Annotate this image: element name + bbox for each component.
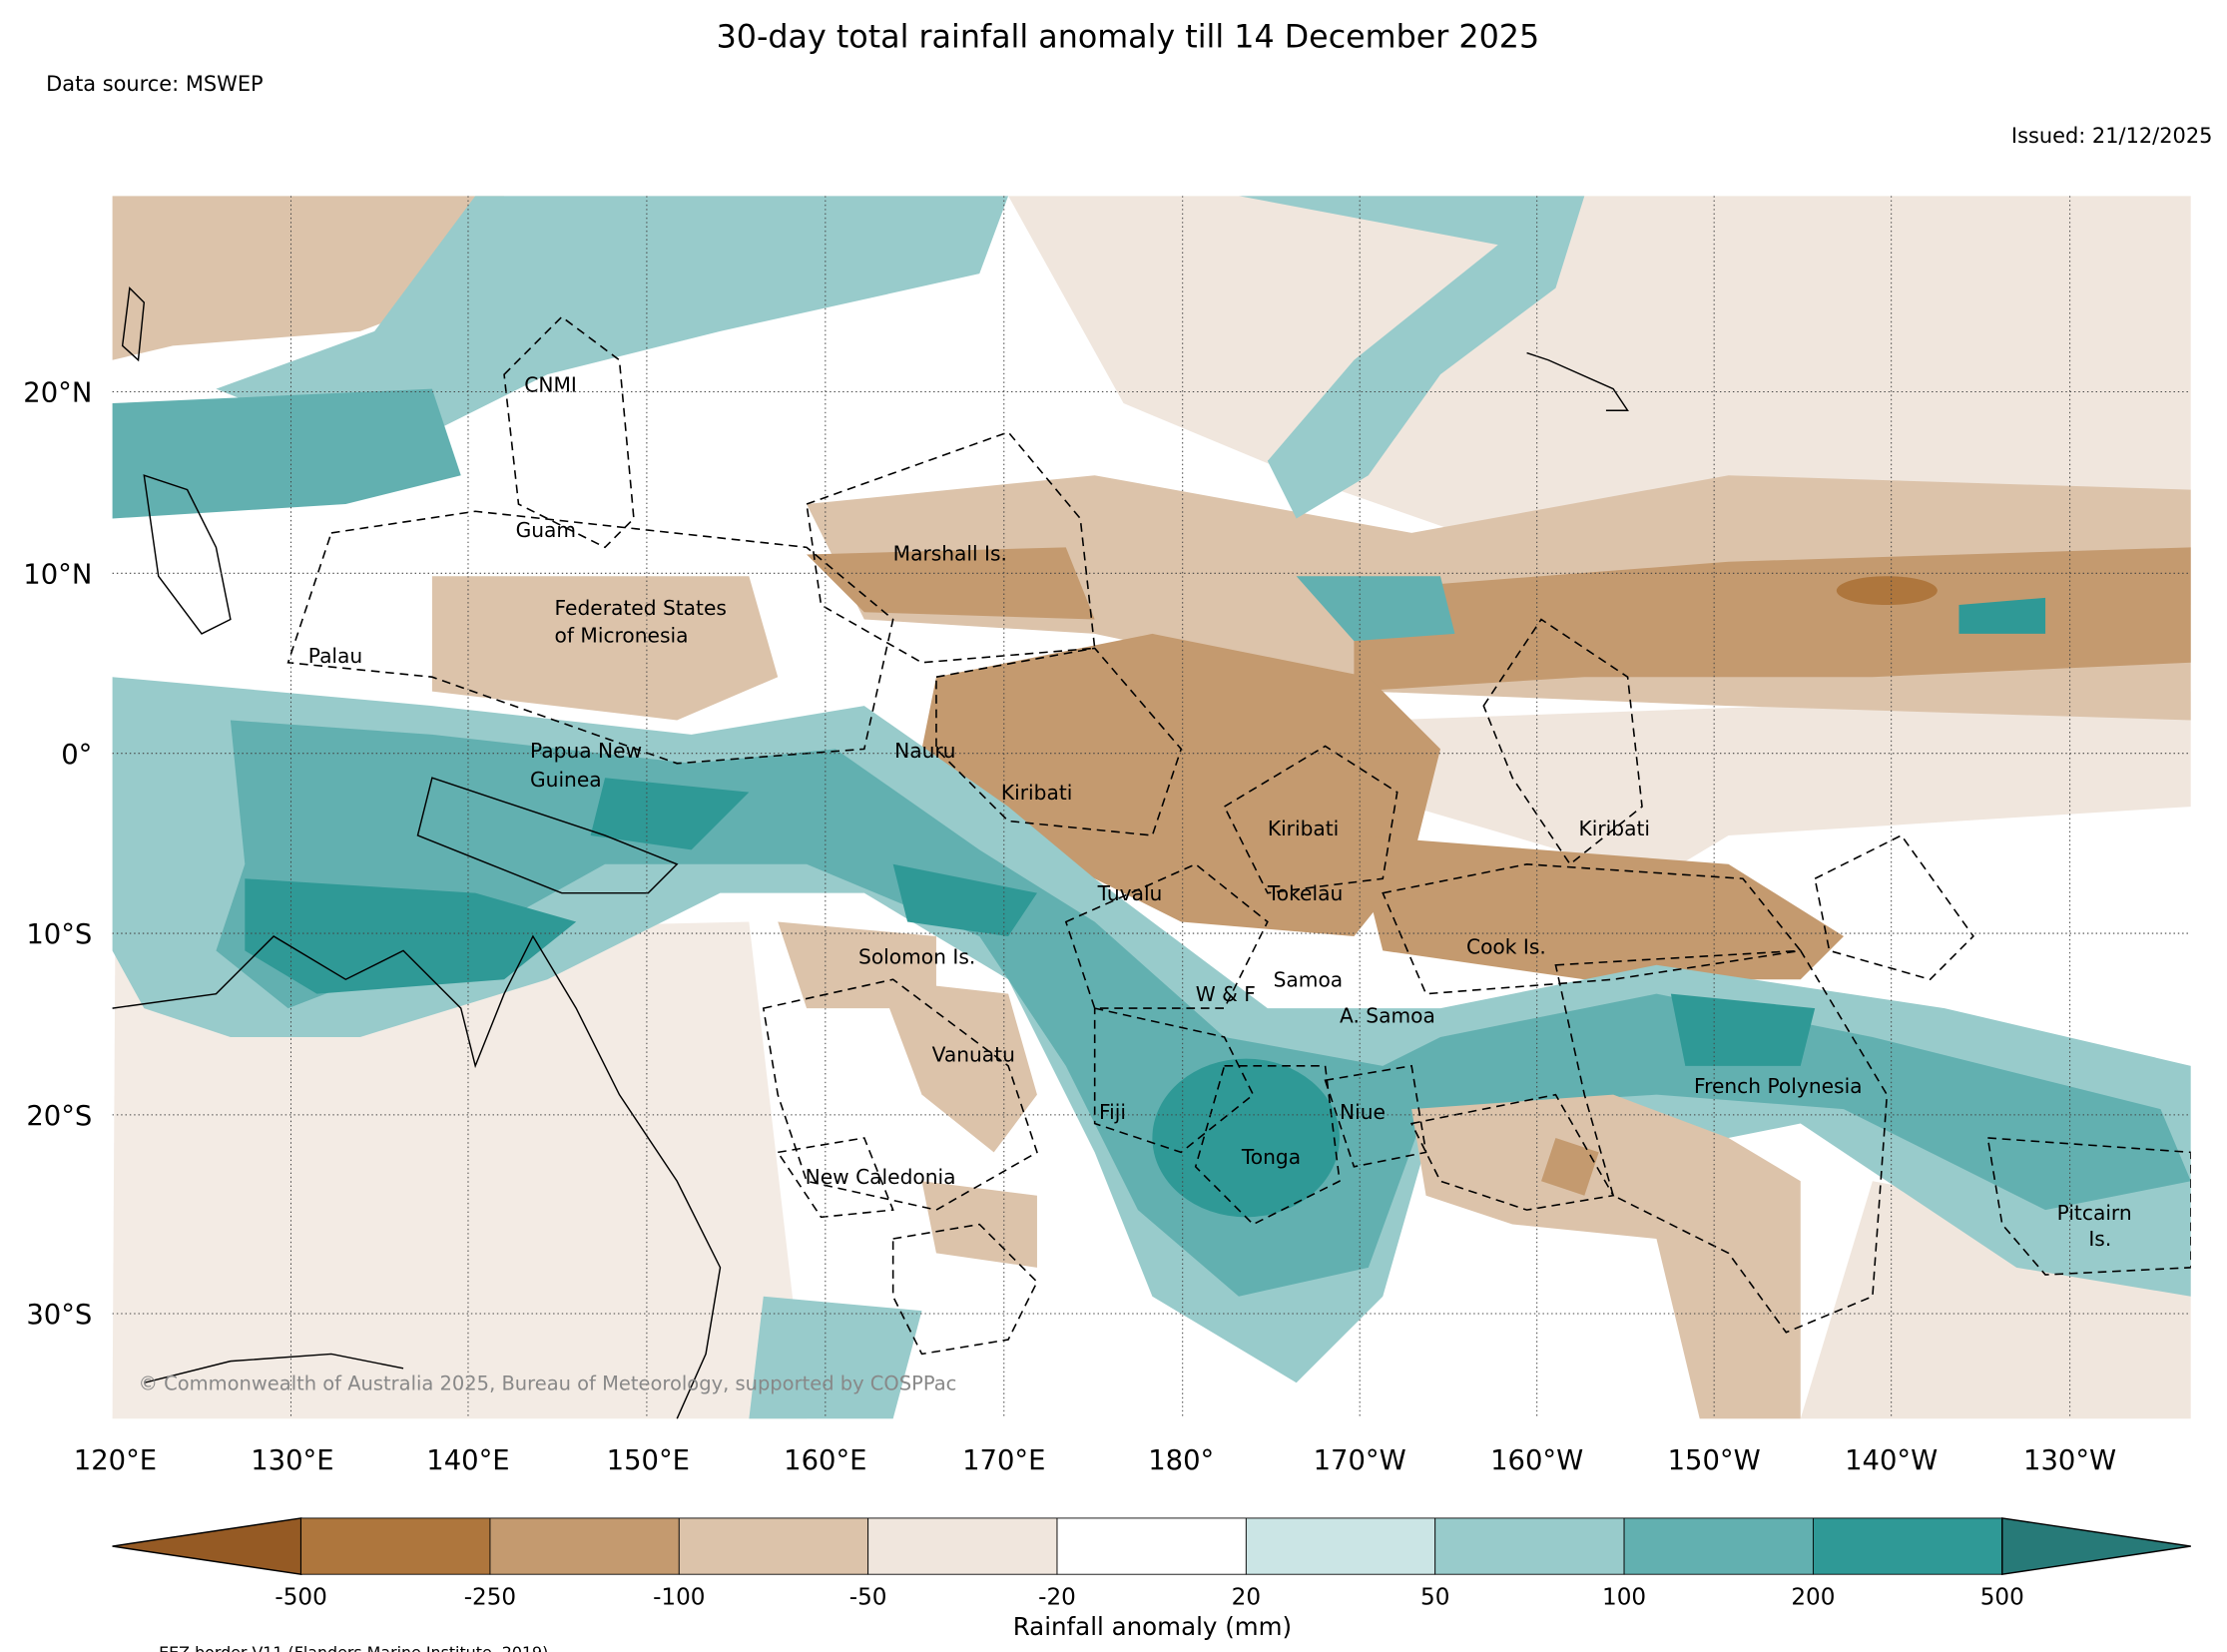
region-label: Papua New (530, 739, 642, 763)
region-label: Palau (308, 644, 362, 668)
region-label: Kiribati (1579, 817, 1650, 840)
y-tick-label: 10°N (23, 559, 92, 590)
colorbar-tick-label: 50 (1420, 1585, 1449, 1611)
colorbar-max-extend (2001, 1517, 2191, 1576)
x-tick-label: 140°W (1845, 1445, 1938, 1476)
region-label: Niue (1340, 1100, 1386, 1124)
region-label: Kiribati (1001, 781, 1072, 805)
coastline-australia (112, 934, 722, 1419)
y-tick-label: 20°N (23, 378, 92, 409)
region-label: Tuvalu (1097, 881, 1163, 905)
colorbar-tick-label: -50 (849, 1585, 887, 1611)
region-label: A. Samoa (1340, 1004, 1435, 1028)
y-axis-labels: 20°N 10°N 0° 10°S 20°S 30°S (23, 378, 92, 1332)
x-tick-label: 160°W (1490, 1445, 1583, 1476)
colorbar-tick-label: -20 (1038, 1585, 1076, 1611)
region-label: Tokelau (1267, 881, 1343, 905)
colorbar-tick-label: 200 (1791, 1585, 1835, 1611)
colorbar-segment (678, 1517, 869, 1575)
coastline-png (416, 777, 679, 894)
data-source-label: Data source: MSWEP (46, 72, 263, 96)
region-label: Vanuatu (932, 1042, 1015, 1066)
graticule (112, 196, 2191, 1419)
x-tick-label: 150°E (607, 1445, 690, 1476)
y-tick-label: 20°S (26, 1101, 92, 1132)
region-label: of Micronesia (555, 624, 689, 648)
copyright-notice: © Commonwealth of Australia 2025, Bureau… (139, 1372, 957, 1394)
region-label: Samoa (1274, 967, 1344, 991)
region-label: Marshall Is. (893, 541, 1007, 565)
region-label: CNMI (524, 372, 577, 396)
x-tick-label: 150°W (1668, 1445, 1761, 1476)
x-tick-label: 120°E (74, 1445, 157, 1476)
colorbar-tick-label: 20 (1232, 1585, 1261, 1611)
colorbar: -500 -250 -100 -50 -20 20 50 100 200 500 (112, 1517, 2191, 1611)
region-label: Federated States (555, 596, 727, 620)
x-tick-label: 170°E (962, 1445, 1045, 1476)
region-label: Is. (2088, 1227, 2111, 1251)
chart-title: 30-day total rainfall anomaly till 14 De… (717, 20, 1540, 56)
colorbar-tick-label: -500 (275, 1585, 326, 1611)
x-tick-label: 130°E (251, 1445, 333, 1476)
colorbar-segment (1434, 1517, 1625, 1575)
y-tick-label: 0° (61, 740, 92, 771)
colorbar-segment (1812, 1517, 2003, 1575)
region-label: Fiji (1099, 1100, 1126, 1124)
issued-date-label: Issued: 21/12/2025 (2011, 124, 2213, 148)
colorbar-segment (489, 1517, 680, 1575)
colorbar-tick-label: 100 (1602, 1585, 1646, 1611)
region-label: Kiribati (1268, 817, 1339, 840)
region-label: Guam (516, 518, 576, 542)
x-tick-label: 140°E (426, 1445, 509, 1476)
colorbar-segment (1623, 1517, 1814, 1575)
x-tick-label: 130°W (2023, 1445, 2116, 1476)
x-tick-label: 180° (1148, 1445, 1214, 1476)
y-tick-label: 30°S (26, 1300, 92, 1331)
map-area: CNMI Guam Marshall Is. Federated States of M… (112, 196, 2191, 1419)
region-label: Nauru (894, 739, 955, 763)
colorbar-label: Rainfall anomaly (mm) (1013, 1612, 1292, 1641)
region-label: Guinea (530, 768, 602, 792)
region-label: W & F (1196, 982, 1256, 1006)
colorbar-tick-label: -250 (464, 1585, 516, 1611)
x-axis-labels: 120°E 130°E 140°E 150°E 160°E 170°E 180° 170°W 1… (74, 1445, 2116, 1476)
region-label: Solomon Is. (858, 944, 975, 968)
region-label: French Polynesia (1694, 1074, 1863, 1098)
colorbar-segment (300, 1517, 491, 1575)
region-label: Cook Is. (1466, 934, 1546, 958)
eez-borders (286, 315, 2191, 1356)
region-label: Tonga (1241, 1145, 1301, 1169)
region-labels: CNMI Guam Marshall Is. Federated States of M… (308, 372, 2132, 1251)
y-tick-label: 10°S (26, 919, 92, 950)
colorbar-min-extend (112, 1517, 302, 1576)
eez-legend-note: -- -- -- EEZ border V11 (Flanders Marine… (110, 1643, 549, 1652)
region-label: New Caledonia (806, 1165, 956, 1189)
colorbar-tick-label: -100 (653, 1585, 705, 1611)
region-label: Pitcairn (2057, 1201, 2132, 1225)
x-tick-label: 160°E (784, 1445, 866, 1476)
x-tick-label: 170°W (1314, 1445, 1406, 1476)
colorbar-tick-label: 500 (1980, 1585, 2024, 1611)
colorbar-segment (867, 1517, 1058, 1575)
colorbar-segment (1245, 1517, 1436, 1575)
colorbar-segment (1056, 1517, 1247, 1575)
